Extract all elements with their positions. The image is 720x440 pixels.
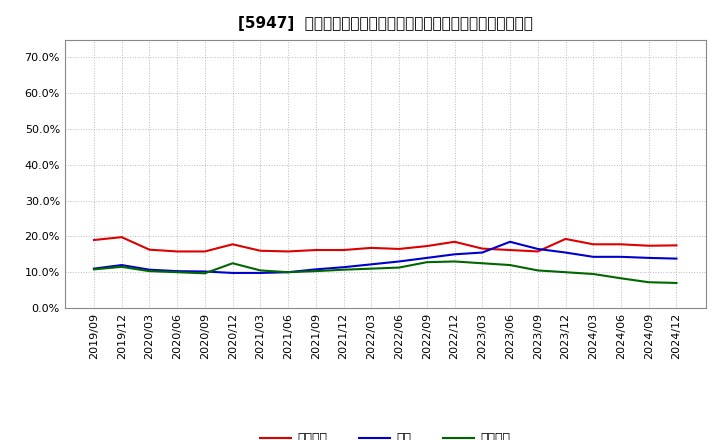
在庫	[644, 255, 653, 260]
売上債権	[284, 249, 292, 254]
売上債権	[256, 248, 265, 253]
買入債務	[173, 270, 181, 275]
Line: 売上債権: 売上債権	[94, 237, 677, 251]
在庫	[339, 264, 348, 270]
在庫	[145, 267, 154, 272]
在庫	[672, 256, 681, 261]
買入債務	[395, 265, 403, 270]
売上債権	[173, 249, 181, 254]
売上債権	[534, 249, 542, 254]
在庫	[117, 262, 126, 268]
買入債務	[201, 271, 210, 276]
在庫	[561, 250, 570, 255]
買入債務	[89, 267, 98, 272]
買入債務	[534, 268, 542, 273]
在庫	[450, 252, 459, 257]
売上債権	[672, 243, 681, 248]
在庫	[505, 239, 514, 245]
買入債務	[367, 266, 376, 271]
在庫	[534, 246, 542, 252]
買入債務	[256, 268, 265, 273]
買入債務	[145, 268, 154, 274]
買入債務	[505, 262, 514, 268]
在庫	[478, 250, 487, 255]
売上債権	[561, 236, 570, 242]
買入債務	[589, 271, 598, 277]
売上債権	[367, 245, 376, 250]
買入債務	[423, 260, 431, 265]
在庫	[89, 266, 98, 271]
在庫	[284, 270, 292, 275]
在庫	[228, 270, 237, 275]
在庫	[589, 254, 598, 260]
在庫	[173, 268, 181, 274]
売上債権	[395, 246, 403, 252]
買入債務	[312, 268, 320, 274]
在庫	[367, 262, 376, 267]
Line: 買入債務: 買入債務	[94, 261, 677, 283]
買入債務	[450, 259, 459, 264]
売上債権	[505, 247, 514, 253]
売上債権	[423, 243, 431, 249]
買入債務	[478, 260, 487, 266]
買入債務	[644, 279, 653, 285]
買入債務	[228, 260, 237, 266]
在庫	[312, 267, 320, 272]
売上債権	[616, 242, 625, 247]
売上債権	[201, 249, 210, 254]
買入債務	[672, 280, 681, 286]
Line: 在庫: 在庫	[94, 242, 677, 273]
在庫	[256, 270, 265, 275]
在庫	[395, 259, 403, 264]
Legend: 売上債権, 在庫, 買入債務: 売上債権, 在庫, 買入債務	[255, 427, 516, 440]
在庫	[616, 254, 625, 260]
在庫	[423, 255, 431, 260]
買入債務	[339, 267, 348, 272]
売上債権	[478, 246, 487, 251]
売上債権	[644, 243, 653, 248]
売上債権	[89, 237, 98, 242]
在庫	[201, 269, 210, 274]
売上債権	[339, 247, 348, 253]
買入債務	[284, 270, 292, 275]
売上債権	[450, 239, 459, 245]
買入債務	[117, 264, 126, 269]
買入債務	[616, 275, 625, 281]
売上債権	[145, 247, 154, 252]
買入債務	[561, 270, 570, 275]
売上債権	[117, 235, 126, 240]
売上債権	[589, 242, 598, 247]
売上債権	[228, 242, 237, 247]
売上債権	[312, 247, 320, 253]
Title: [5947]  売上債権、在庫、買入債務の総資産に対する比率の推移: [5947] 売上債権、在庫、買入債務の総資産に対する比率の推移	[238, 16, 533, 32]
